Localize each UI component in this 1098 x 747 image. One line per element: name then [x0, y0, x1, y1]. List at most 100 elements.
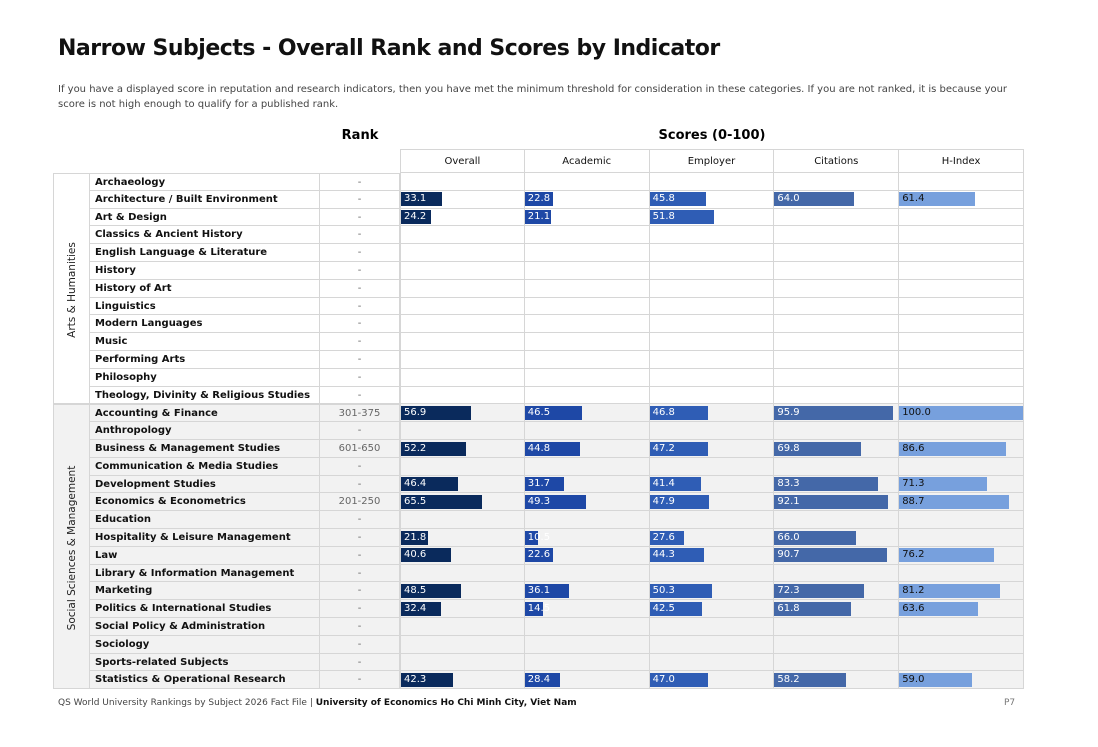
score-value: 28.4: [527, 673, 551, 685]
rank-cell: -: [320, 653, 400, 672]
score-cell: 21.1: [524, 208, 650, 227]
score-bar: [774, 672, 847, 687]
score-cell: [649, 297, 775, 316]
score-cell: 42.3: [400, 671, 525, 690]
score-cell: 47.9: [649, 493, 775, 512]
score-cell: 42.5: [649, 600, 775, 618]
score-cell: [524, 173, 650, 191]
score-bar: [649, 530, 684, 545]
score-value: 72.3: [777, 584, 800, 596]
score-cell: [899, 226, 1024, 245]
group-cell: Arts & Humanities: [53, 173, 90, 405]
score-cell: [524, 333, 650, 351]
subject-cell: Politics & International Studies: [90, 600, 320, 618]
score-value: 48.5: [404, 584, 427, 596]
score-cell: [524, 244, 650, 262]
subject-cell: Philosophy: [90, 368, 320, 387]
score-cell: [899, 368, 1024, 387]
score-cell: [524, 351, 650, 369]
score-cell: [899, 315, 1024, 334]
score-cell: [400, 618, 525, 636]
score-value: 44.3: [652, 549, 675, 561]
subject-cell: History: [90, 262, 320, 280]
score-cell: 76.2: [899, 546, 1024, 565]
score-cell: 22.6: [524, 546, 650, 565]
column-header: Citations: [774, 149, 900, 173]
score-cell: [649, 635, 775, 654]
score-cell: [649, 368, 775, 387]
score-bar: [401, 210, 431, 225]
score-bar: [401, 530, 428, 545]
score-cell: [649, 333, 775, 351]
score-value: 33.1: [404, 193, 427, 205]
score-bar: [401, 601, 442, 616]
rank-cell: -: [320, 368, 400, 387]
score-value: 56.9: [404, 406, 427, 418]
subject-cell: Archaeology: [90, 173, 320, 191]
score-cell: [899, 173, 1024, 191]
score-value: 50.3: [652, 584, 675, 596]
score-cell: 61.4: [899, 190, 1024, 209]
score-cell: 28.4: [524, 671, 650, 690]
score-cell: [899, 511, 1024, 529]
subject-cell: Art & Design: [90, 208, 320, 227]
score-value: 40.6: [404, 549, 427, 561]
rank-cell: -: [320, 208, 400, 227]
score-cell: [400, 386, 525, 405]
score-value: 69.8: [777, 442, 800, 454]
score-cell: [774, 297, 900, 316]
score-cell: 46.5: [524, 404, 650, 423]
score-bar: [649, 494, 709, 509]
score-cell: 69.8: [774, 440, 900, 458]
score-cell: [899, 279, 1024, 298]
subject-cell: Sports-related Subjects: [90, 653, 320, 672]
score-value: 83.3: [777, 478, 800, 490]
score-cell: [774, 653, 900, 672]
score-cell: [649, 511, 775, 529]
score-cell: [400, 226, 525, 245]
score-value: 64.0: [777, 193, 800, 205]
score-value: 36.1: [527, 584, 551, 596]
column-header: Overall: [400, 149, 525, 173]
score-cell: [400, 368, 525, 387]
rank-cell: -: [320, 422, 400, 440]
score-cell: [899, 635, 1024, 654]
score-cell: [649, 653, 775, 672]
score-cell: 44.3: [649, 546, 775, 565]
score-value: 44.8: [527, 442, 551, 454]
score-cell: 36.1: [524, 582, 650, 601]
score-cell: [899, 208, 1024, 227]
score-cell: [899, 351, 1024, 369]
score-cell: [524, 653, 650, 672]
score-bar: [524, 494, 586, 509]
score-cell: [774, 351, 900, 369]
rank-cell: -: [320, 546, 400, 565]
score-cell: [400, 351, 525, 369]
rank-cell: -: [320, 582, 400, 601]
score-cell: [774, 422, 900, 440]
score-cell: [524, 422, 650, 440]
score-value: 51.8: [652, 211, 675, 223]
score-bar: [401, 548, 452, 563]
subject-cell: Business & Management Studies: [90, 440, 320, 458]
group-label-text: Social Sciences & Management: [66, 465, 78, 631]
score-cell: [899, 262, 1024, 280]
score-cell: [400, 653, 525, 672]
score-value: 21.1: [527, 211, 551, 223]
score-value: 47.2: [652, 442, 675, 454]
score-bar: [524, 192, 554, 207]
rank-cell: -: [320, 529, 400, 547]
score-value: 63.6: [902, 602, 925, 614]
footer-university: University of Economics Ho Chi Minh City…: [315, 698, 577, 708]
group-cell: Social Sciences & Management: [53, 404, 90, 690]
score-cell: 59.0: [899, 671, 1024, 690]
score-cell: [774, 457, 900, 476]
score-value: 46.4: [404, 478, 427, 490]
score-cell: 47.0: [649, 671, 775, 690]
score-cell: 10.5: [524, 529, 650, 547]
score-bar: [524, 601, 543, 616]
score-cell: 46.8: [649, 404, 775, 423]
score-cell: [774, 618, 900, 636]
score-value: 31.7: [527, 478, 551, 490]
score-bar: [774, 405, 894, 420]
